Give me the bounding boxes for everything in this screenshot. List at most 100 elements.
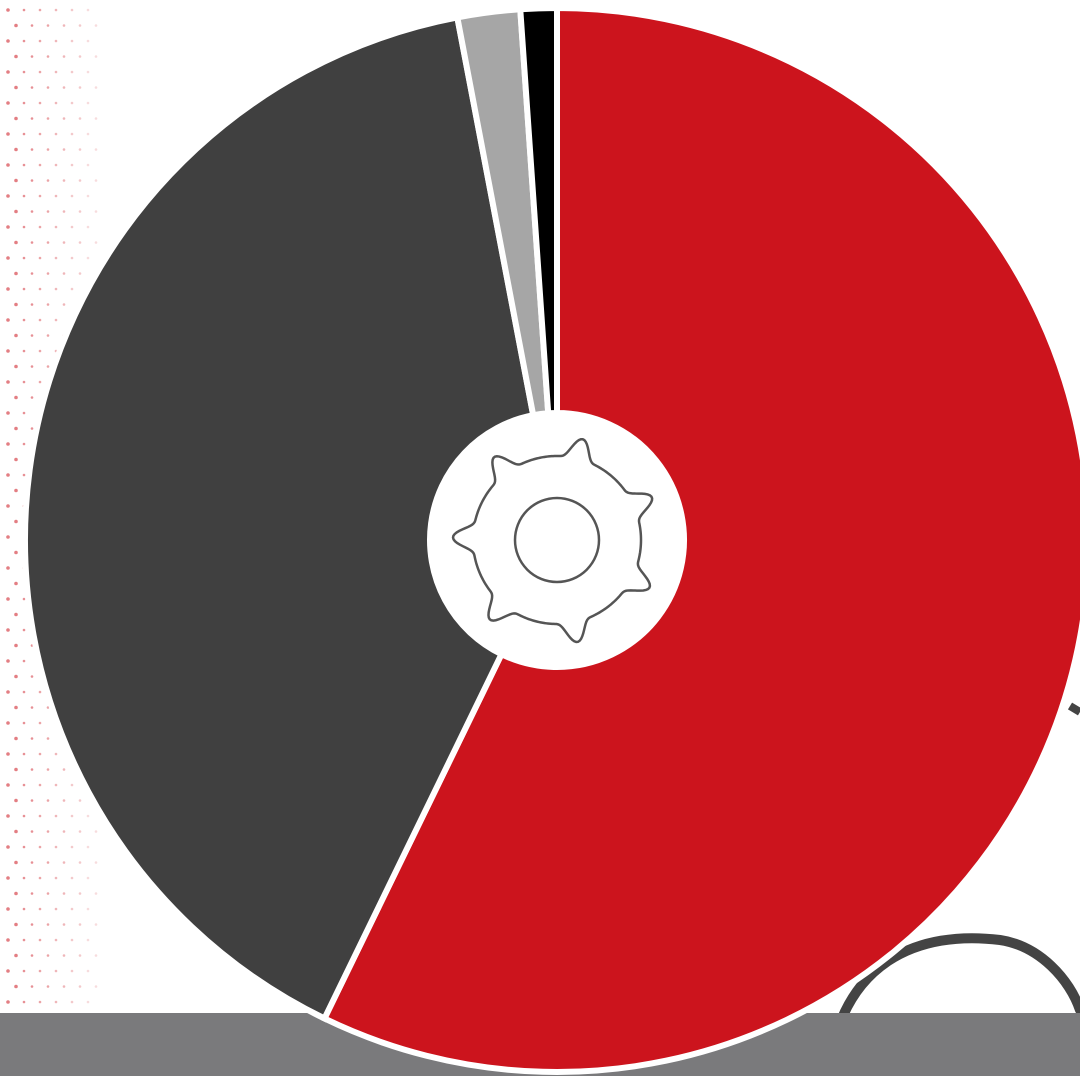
decor-dot: [38, 101, 42, 105]
decor-dot: [22, 473, 26, 477]
decor-dot: [54, 163, 58, 167]
decor-dot: [22, 287, 26, 291]
decor-dot: [54, 132, 58, 136]
decor-dot: [38, 132, 42, 136]
decor-dot: [70, 70, 74, 74]
decor-dot: [62, 985, 66, 988]
decor-dot: [70, 845, 74, 849]
decor-dot: [38, 70, 42, 74]
decor-dot: [94, 210, 98, 213]
decor-dot: [22, 442, 26, 446]
decor-dot: [38, 318, 42, 322]
decor-dot: [46, 799, 50, 802]
decor-dot: [54, 70, 58, 74]
decor-dot: [30, 768, 34, 771]
decor-dot: [6, 752, 10, 756]
decor-dot: [6, 287, 10, 291]
decor-dot: [22, 8, 26, 12]
decor-dot: [86, 969, 90, 973]
decor-dot: [6, 132, 10, 136]
decor-dot: [30, 365, 34, 368]
decor-dot: [14, 581, 18, 586]
decor-dot: [94, 117, 98, 120]
decor-dot: [94, 892, 98, 895]
decor-dot: [94, 148, 98, 151]
decor-dot: [46, 86, 50, 89]
decor-dot: [86, 256, 90, 260]
decor-dot: [38, 194, 42, 198]
decor-dot: [38, 287, 42, 291]
decor-dot: [86, 163, 90, 167]
decor-dot: [22, 907, 26, 911]
decor-dot: [38, 907, 42, 911]
decor-dot: [70, 876, 74, 880]
decor-dot: [86, 938, 90, 942]
decor-dot: [14, 426, 18, 431]
decor-dot: [78, 985, 82, 988]
decor-dot: [46, 148, 50, 151]
decor-dot: [78, 954, 82, 957]
decor-dot: [14, 147, 18, 152]
decor-dot: [38, 845, 42, 849]
decor-dot: [14, 705, 18, 710]
decor-dot: [22, 876, 26, 880]
decor-dot: [22, 814, 26, 818]
decor-dot: [22, 318, 26, 322]
decor-dot: [22, 194, 26, 198]
decor-dot: [78, 830, 82, 833]
decor-dot: [14, 922, 18, 927]
decor-dot: [14, 85, 18, 90]
decor-dot: [62, 117, 66, 120]
decor-dot: [6, 783, 10, 787]
decor-dot: [78, 210, 82, 213]
decor-dot: [14, 54, 18, 59]
decor-dot: [62, 24, 66, 27]
decor-dot: [54, 938, 58, 942]
decor-dot: [54, 876, 58, 880]
decor-dot: [70, 814, 74, 818]
decor-dot: [6, 1000, 10, 1004]
decor-dot: [54, 1000, 58, 1004]
decor-dot: [6, 876, 10, 880]
decor-dot: [38, 876, 42, 880]
decor-dot: [6, 194, 10, 198]
decor-dot: [54, 318, 58, 322]
decor-dot: [94, 861, 98, 864]
decor-dot: [54, 8, 58, 12]
decor-dot: [6, 845, 10, 849]
decor-dot: [30, 830, 34, 833]
decor-dot: [6, 907, 10, 911]
decor-dot: [30, 334, 34, 337]
decor-dot: [30, 272, 34, 275]
decor-dot: [22, 938, 26, 942]
decor-dot: [14, 457, 18, 462]
decor-dot: [30, 737, 34, 740]
decor-dot: [38, 814, 42, 818]
decor-dot: [54, 39, 58, 43]
decor-dot: [22, 752, 26, 756]
decor-dot: [70, 132, 74, 136]
decor-dot: [14, 23, 18, 28]
decor-dot: [54, 287, 58, 291]
decor-dot: [6, 473, 10, 477]
decor-dot: [6, 969, 10, 973]
decor-dot: [46, 985, 50, 988]
decor-dot: [46, 334, 50, 337]
decor-dot: [62, 86, 66, 89]
decor-dot: [6, 225, 10, 229]
decor-dot: [22, 597, 26, 601]
decor-dot: [86, 132, 90, 136]
decor-dot: [94, 985, 98, 988]
decor-dot: [46, 179, 50, 182]
decor-dot: [6, 163, 10, 167]
decor-dot: [62, 210, 66, 213]
decor-dot: [94, 830, 98, 833]
decor-dot: [14, 953, 18, 958]
decor-dot: [54, 256, 58, 260]
decor-dot: [54, 101, 58, 105]
decor-dot: [14, 488, 18, 493]
decor-dot: [6, 411, 10, 415]
decor-dot: [22, 969, 26, 973]
decor-dot: [78, 799, 82, 802]
